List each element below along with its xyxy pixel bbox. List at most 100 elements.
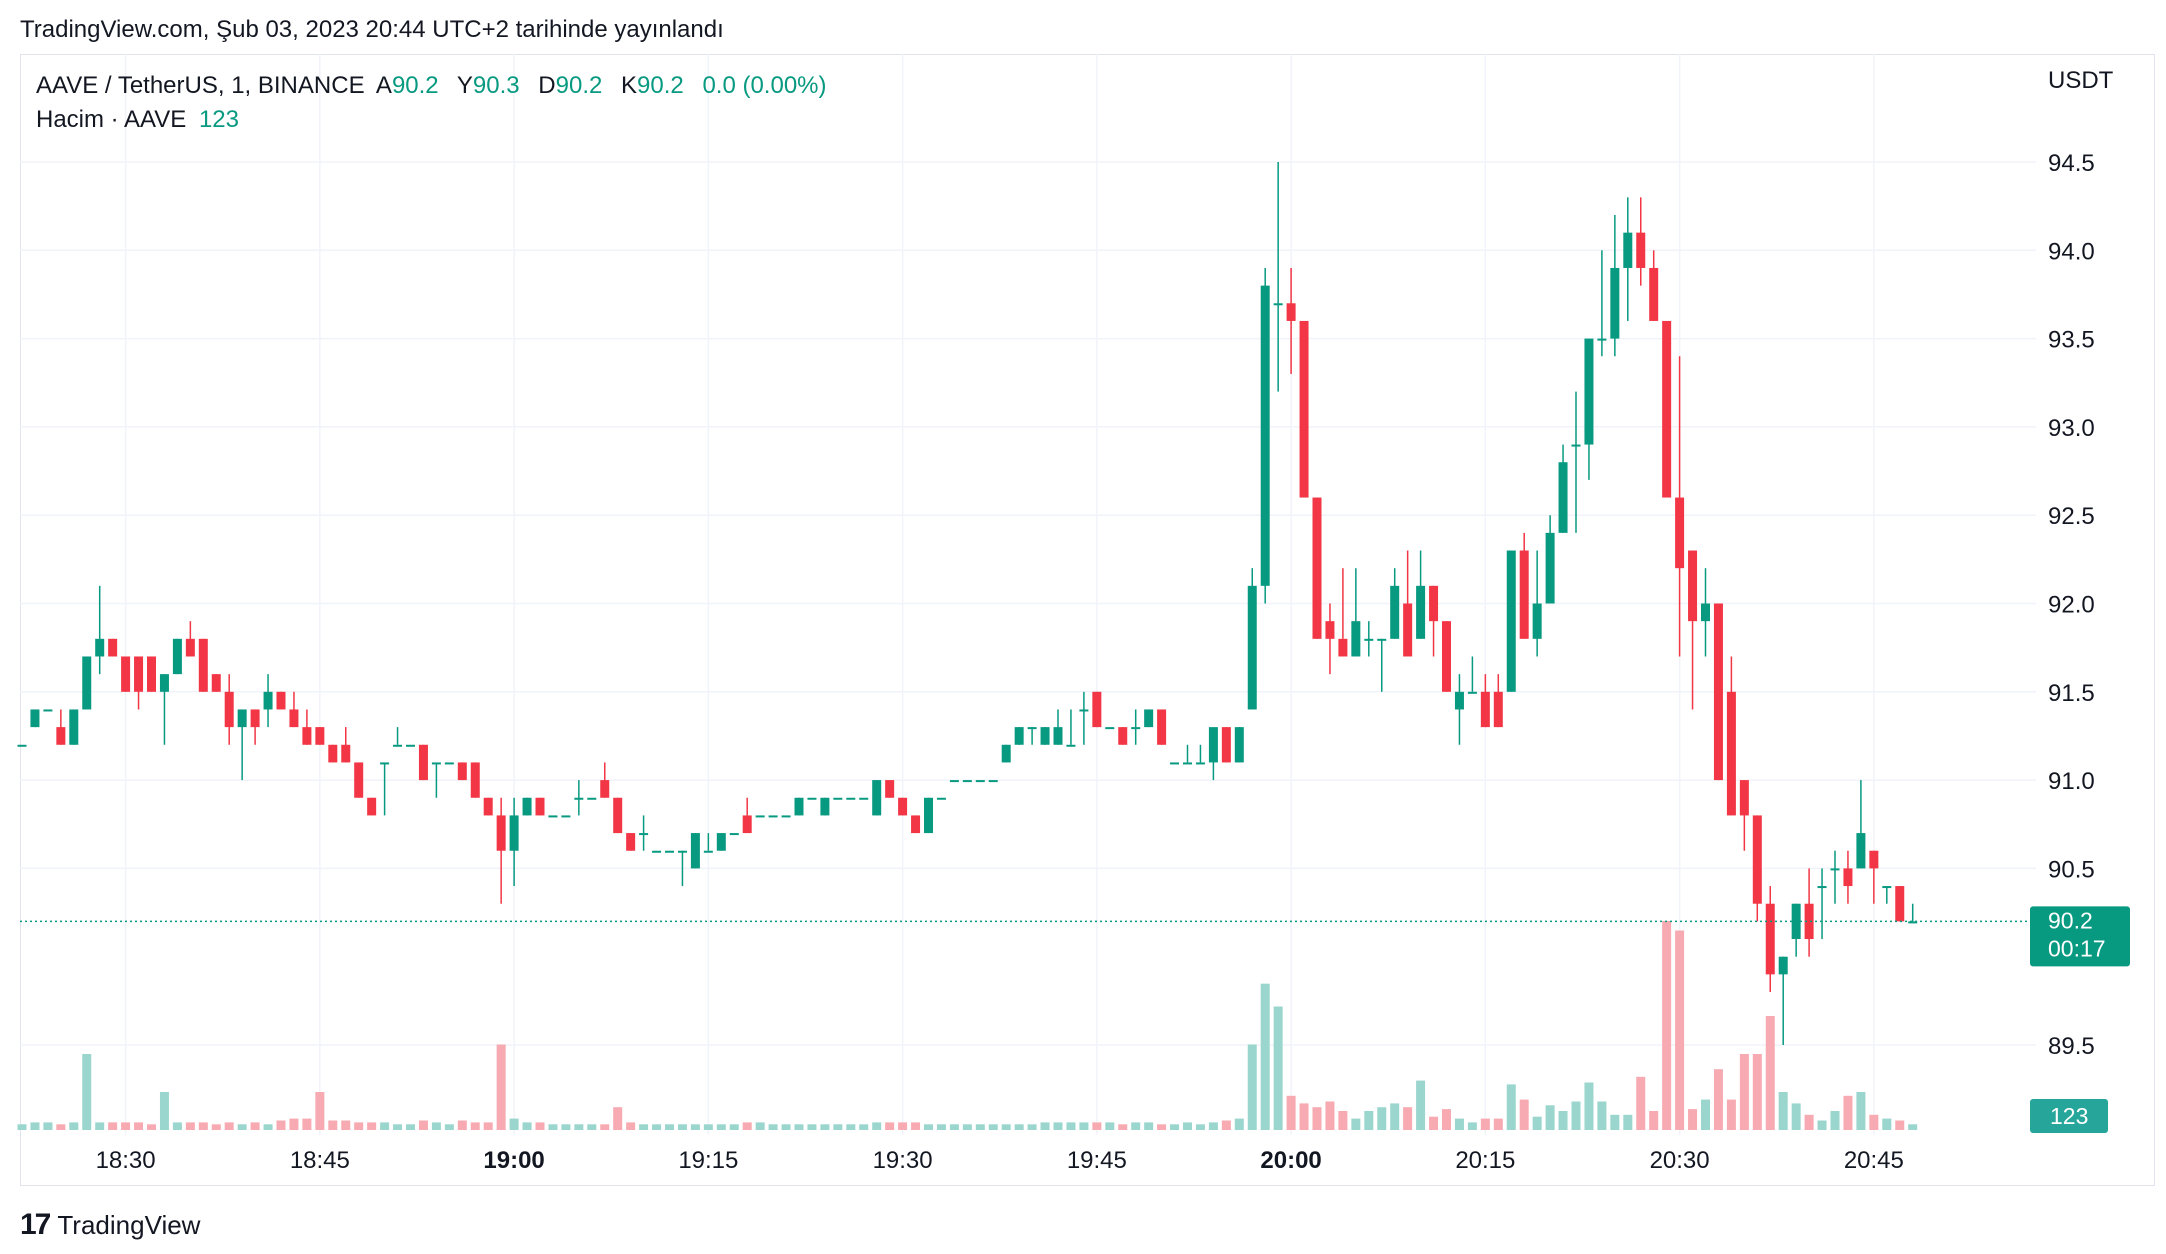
- candle-body: [1273, 303, 1283, 306]
- candle-body: [781, 815, 791, 818]
- change-value: 0.0 (0.00%): [702, 72, 827, 99]
- volume-bar: [457, 1120, 467, 1130]
- volume-bar: [393, 1124, 403, 1130]
- volume-bar: [1454, 1118, 1464, 1130]
- volume-bar: [1662, 921, 1672, 1130]
- candle-body: [1856, 833, 1866, 869]
- volume-bar: [1338, 1111, 1348, 1130]
- volume-bar: [1597, 1101, 1607, 1130]
- volume-bar: [211, 1124, 221, 1130]
- close-label: K: [621, 72, 638, 99]
- volume-bar: [121, 1122, 131, 1130]
- candle-body: [198, 638, 208, 692]
- candle-body: [380, 762, 390, 765]
- x-tick-label: 20:00: [1260, 1147, 1321, 1174]
- volume-bar: [30, 1122, 40, 1130]
- volume-bar: [237, 1124, 247, 1130]
- candle-body: [885, 780, 895, 798]
- volume-bar: [1791, 1103, 1801, 1130]
- volume-bar: [444, 1124, 454, 1130]
- candle-body: [1765, 903, 1775, 975]
- candle-body: [1726, 691, 1736, 816]
- volume-bar: [574, 1124, 584, 1130]
- volume-bar: [1351, 1118, 1361, 1130]
- volume-bar: [755, 1122, 765, 1130]
- candle-body: [185, 638, 195, 657]
- volume-bar: [729, 1124, 739, 1130]
- low-value: 90.2: [555, 72, 603, 99]
- candle-body: [729, 833, 739, 836]
- tradingview-brand: TradingView: [57, 1209, 201, 1240]
- volume-bar: [1429, 1116, 1439, 1130]
- volume-bar: [108, 1122, 118, 1130]
- x-tick-label: 19:00: [483, 1147, 544, 1174]
- candle-body: [1597, 338, 1607, 341]
- open-label: A: [375, 72, 392, 99]
- volume-bar: [742, 1122, 752, 1130]
- candle-body: [1675, 497, 1685, 569]
- candle-body: [431, 762, 441, 765]
- volume-bar: [600, 1124, 610, 1130]
- volume-bar: [1377, 1107, 1387, 1130]
- volume-bar: [1817, 1120, 1827, 1130]
- volume-bar: [639, 1124, 649, 1130]
- candle-body: [587, 797, 597, 800]
- volume-bar: [1118, 1124, 1128, 1130]
- volume-bar: [652, 1124, 662, 1130]
- volume-bar: [1273, 1006, 1283, 1130]
- volume-bar: [315, 1092, 325, 1130]
- candle-body: [121, 656, 131, 692]
- candle-body: [1247, 585, 1257, 710]
- tradingview-logo[interactable]: 17 TradingView: [20, 1208, 200, 1242]
- candle-body: [1908, 921, 1918, 924]
- candle-body: [367, 797, 377, 816]
- volume-bar: [665, 1124, 674, 1130]
- volume-bar: [289, 1118, 299, 1130]
- candle-body: [975, 780, 985, 783]
- volume-bar: [276, 1120, 286, 1130]
- volume-bar: [716, 1124, 726, 1130]
- candle-body: [820, 797, 830, 816]
- candle-body: [794, 797, 804, 816]
- volume-bar: [1131, 1122, 1141, 1130]
- volume-label: Hacim · AAVE: [36, 106, 187, 133]
- volume-bar: [548, 1124, 558, 1130]
- volume-bar: [431, 1122, 441, 1130]
- candle-body: [639, 833, 649, 836]
- volume-bar: [134, 1122, 144, 1130]
- candle-body: [43, 709, 53, 712]
- volume-bar: [263, 1124, 273, 1130]
- volume-bar: [820, 1124, 830, 1130]
- volume-bar: [1675, 930, 1685, 1130]
- candle-body: [406, 744, 415, 747]
- candle-body: [703, 850, 713, 853]
- volume-bar: [250, 1122, 260, 1130]
- x-tick-label: 19:45: [1067, 1147, 1127, 1174]
- y-tick-label: 92.5: [2048, 503, 2095, 530]
- candle-body: [276, 691, 286, 710]
- candle-body: [1066, 744, 1076, 747]
- symbol-label: AAVE / TetherUS, 1, BINANCE: [36, 72, 365, 99]
- candle-body: [1234, 727, 1244, 763]
- volume-bar: [1442, 1109, 1451, 1130]
- y-tick-label: 94.0: [2048, 238, 2095, 265]
- y-tick-label: 91.5: [2048, 680, 2095, 707]
- candle-body: [1584, 338, 1594, 445]
- candle-body: [924, 797, 933, 834]
- candle-body: [911, 815, 921, 834]
- candle-body: [237, 709, 247, 728]
- candle-body: [1390, 585, 1400, 639]
- chart-frame[interactable]: [20, 54, 2155, 1186]
- high-value: 90.3: [472, 72, 520, 99]
- candle-body: [134, 656, 144, 692]
- volume-bar: [17, 1124, 27, 1130]
- volume-bar: [159, 1092, 169, 1130]
- volume-bar: [1286, 1095, 1296, 1130]
- volume-bar: [1701, 1099, 1710, 1130]
- grid-lines: [20, 54, 2036, 1135]
- candle-body: [626, 833, 636, 851]
- volume-bar: [1299, 1103, 1309, 1130]
- candle-body: [522, 797, 532, 816]
- y-tick-label: 90.5: [2048, 856, 2095, 883]
